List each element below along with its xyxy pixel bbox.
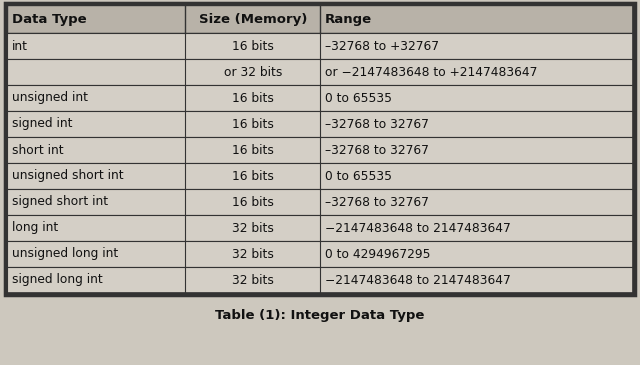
Bar xyxy=(7,137,633,163)
Text: 16 bits: 16 bits xyxy=(232,196,274,208)
Text: short int: short int xyxy=(12,143,63,157)
Text: signed long int: signed long int xyxy=(12,273,103,287)
Bar xyxy=(7,5,633,33)
Text: –32768 to +32767: –32768 to +32767 xyxy=(325,39,439,53)
Bar xyxy=(5,3,635,295)
Text: Table (1): Integer Data Type: Table (1): Integer Data Type xyxy=(215,308,425,322)
Text: 16 bits: 16 bits xyxy=(232,169,274,182)
Text: signed short int: signed short int xyxy=(12,196,108,208)
Text: 32 bits: 32 bits xyxy=(232,247,274,261)
Text: 32 bits: 32 bits xyxy=(232,222,274,234)
Text: unsigned int: unsigned int xyxy=(12,92,88,104)
Bar xyxy=(7,215,633,241)
Text: or −2147483648 to +2147483647: or −2147483648 to +2147483647 xyxy=(325,65,538,78)
Text: int: int xyxy=(12,39,28,53)
Text: 16 bits: 16 bits xyxy=(232,92,274,104)
Text: 32 bits: 32 bits xyxy=(232,273,274,287)
Bar xyxy=(7,241,633,267)
Text: −2147483648 to 2147483647: −2147483648 to 2147483647 xyxy=(325,222,511,234)
Text: −2147483648 to 2147483647: −2147483648 to 2147483647 xyxy=(325,273,511,287)
Text: Data Type: Data Type xyxy=(12,12,86,26)
Text: signed int: signed int xyxy=(12,118,72,131)
Text: 0 to 65535: 0 to 65535 xyxy=(325,92,392,104)
Text: –32768 to 32767: –32768 to 32767 xyxy=(325,118,429,131)
Bar xyxy=(7,59,633,85)
Text: 0 to 65535: 0 to 65535 xyxy=(325,169,392,182)
Text: Size (Memory): Size (Memory) xyxy=(198,12,307,26)
Text: unsigned short int: unsigned short int xyxy=(12,169,124,182)
Bar xyxy=(5,3,635,295)
Text: unsigned long int: unsigned long int xyxy=(12,247,118,261)
Text: Range: Range xyxy=(325,12,372,26)
Text: 0 to 4294967295: 0 to 4294967295 xyxy=(325,247,431,261)
Bar xyxy=(7,267,633,293)
Bar xyxy=(7,85,633,111)
Bar xyxy=(7,5,633,293)
Text: –32768 to 32767: –32768 to 32767 xyxy=(325,143,429,157)
Bar xyxy=(7,111,633,137)
Text: 16 bits: 16 bits xyxy=(232,118,274,131)
Text: long int: long int xyxy=(12,222,58,234)
Bar xyxy=(7,5,633,293)
Bar xyxy=(7,33,633,59)
Text: or 32 bits: or 32 bits xyxy=(223,65,282,78)
Bar xyxy=(7,163,633,189)
Bar xyxy=(7,189,633,215)
Text: –32768 to 32767: –32768 to 32767 xyxy=(325,196,429,208)
Text: 16 bits: 16 bits xyxy=(232,143,274,157)
Text: 16 bits: 16 bits xyxy=(232,39,274,53)
